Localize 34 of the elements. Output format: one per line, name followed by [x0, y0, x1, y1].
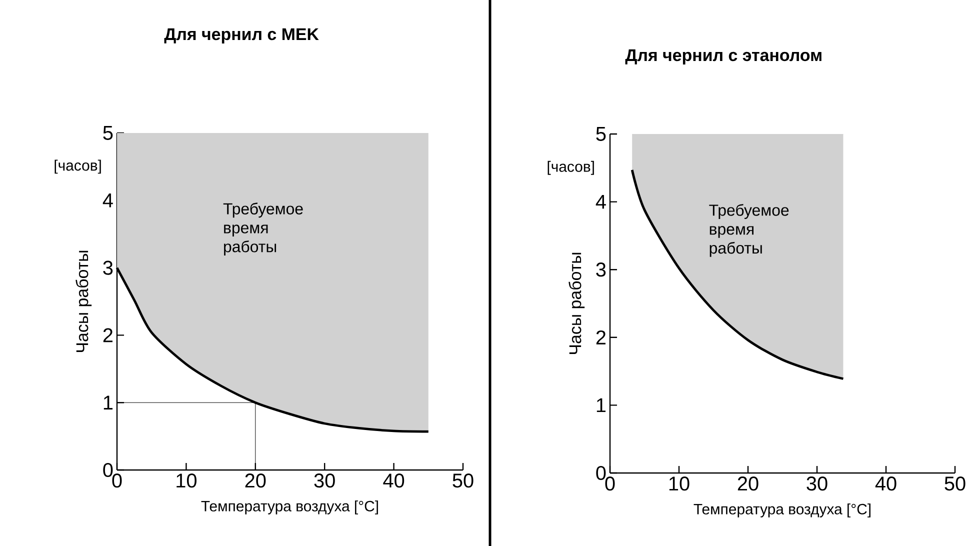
x-tick-label: 0: [605, 476, 615, 491]
x-tick-label: 0: [112, 474, 122, 488]
y-tick-label: 5: [596, 127, 606, 141]
y-tick-label: 3: [103, 260, 113, 275]
annotation: Требуемое время работы: [223, 202, 303, 256]
chart-title: Для чернил с этанолом: [625, 49, 822, 64]
y-tick-label: 3: [596, 262, 606, 277]
y-tick-label: 4: [102, 194, 113, 208]
x-tick-label: 30: [314, 474, 335, 488]
x-tick-label: 50: [944, 476, 966, 491]
text: [часов]: [54, 160, 101, 174]
y-tick-label: 0: [103, 462, 113, 478]
x-tick-label: 40: [875, 476, 896, 491]
x-tick-label: 10: [176, 474, 196, 488]
y-axis-title: Часы работы: [568, 252, 585, 354]
y-tick-label: 1: [104, 396, 113, 410]
x-tick-label: 10: [669, 476, 690, 491]
y-tick-label: 2: [103, 328, 112, 342]
y-tick-label: 2: [596, 330, 606, 344]
chart-title: Для чернил с MEK: [164, 28, 319, 44]
y-tick-label: 1: [596, 398, 606, 412]
x-tick-label: 50: [452, 474, 474, 488]
x-axis-title: Температура воздуха [°C]: [201, 500, 378, 514]
annotation: Требуемое время работы: [709, 204, 789, 257]
line-series: [630, 168, 844, 380]
y-tick-label: 4: [596, 194, 606, 209]
x-axis-title: Температура воздуха [°C]: [694, 503, 870, 518]
x-tick-label: 20: [738, 476, 758, 491]
x-tick-label: 40: [383, 474, 404, 488]
text: [часов]: [548, 160, 594, 175]
x-tick-label: 20: [245, 474, 266, 488]
y-axis-title: Часы работы: [76, 250, 92, 352]
x-tick-label: 30: [806, 476, 828, 491]
y-tick-label: 5: [103, 126, 113, 140]
